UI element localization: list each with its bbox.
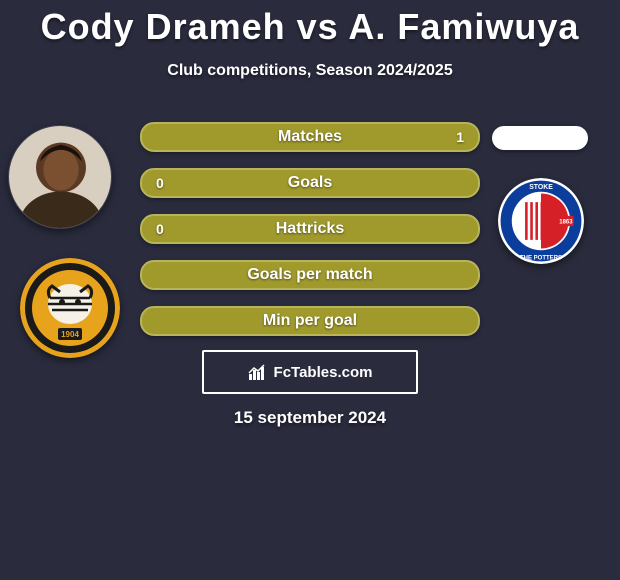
stat-label: Matches: [278, 128, 342, 146]
stat-row-hattricks: 0 Hattricks: [140, 214, 480, 244]
stat-label: Goals: [288, 174, 332, 192]
stats-bars: Matches 1 0 Goals 0 Hattricks Goals per …: [140, 122, 480, 352]
hull-city-badge-icon: 1904: [20, 258, 120, 358]
stat-label: Goals per match: [247, 266, 372, 284]
footer-attribution: FcTables.com: [202, 350, 418, 394]
stat-label: Min per goal: [263, 312, 357, 330]
page-title: Cody Drameh vs A. Famiwuya: [0, 0, 620, 48]
stat-label: Hattricks: [276, 220, 344, 238]
stat-left-value: 0: [156, 221, 164, 237]
page-subtitle: Club competitions, Season 2024/2025: [0, 62, 620, 80]
footer-text: FcTables.com: [274, 364, 373, 381]
svg-text:1904: 1904: [61, 330, 79, 339]
stat-left-value: 0: [156, 175, 164, 191]
player-right-pill: [492, 126, 588, 150]
stoke-city-badge-icon: STOKE THE POTTERS 1863: [498, 178, 584, 264]
stat-row-goals: 0 Goals: [140, 168, 480, 198]
avatar-placeholder-icon: [9, 126, 112, 229]
date-label: 15 september 2024: [0, 408, 620, 428]
svg-text:STOKE: STOKE: [529, 184, 553, 191]
stat-row-matches: Matches 1: [140, 122, 480, 152]
svg-text:1863: 1863: [559, 220, 573, 226]
player-left-avatar: [8, 125, 112, 229]
stat-right-value: 1: [456, 129, 464, 145]
club-badge-left: 1904: [20, 258, 120, 358]
svg-text:THE POTTERS: THE POTTERS: [520, 256, 562, 262]
bar-chart-icon: [248, 364, 268, 380]
club-badge-right: STOKE THE POTTERS 1863: [498, 178, 584, 264]
stat-row-goals-per-match: Goals per match: [140, 260, 480, 290]
stat-row-min-per-goal: Min per goal: [140, 306, 480, 336]
